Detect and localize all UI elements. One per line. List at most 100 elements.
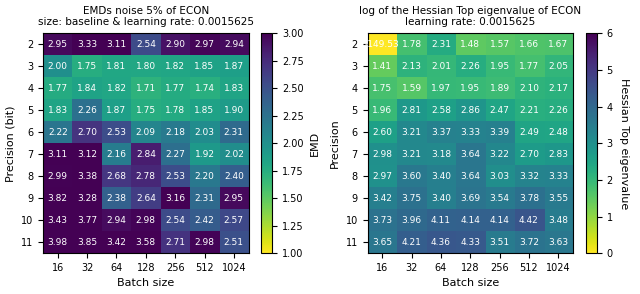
Text: 2.22: 2.22: [48, 128, 68, 137]
Text: 2.20: 2.20: [195, 172, 214, 181]
Text: 3.96: 3.96: [401, 216, 422, 225]
Text: 1.96: 1.96: [372, 106, 392, 115]
Text: 3.98: 3.98: [48, 238, 68, 247]
Text: 1.87: 1.87: [106, 106, 127, 115]
Text: 2.90: 2.90: [165, 40, 185, 49]
Text: 1.78: 1.78: [401, 40, 422, 49]
Text: 2.10: 2.10: [519, 84, 539, 93]
Text: 2.60: 2.60: [372, 128, 392, 137]
Text: 3.18: 3.18: [431, 150, 451, 159]
Text: 2.00: 2.00: [48, 62, 68, 71]
Text: 3.65: 3.65: [372, 238, 392, 247]
Text: 3.78: 3.78: [519, 194, 539, 203]
Text: 1.85: 1.85: [195, 106, 214, 115]
Text: 1.77: 1.77: [519, 62, 539, 71]
Text: 2.18: 2.18: [165, 128, 185, 137]
Text: -149.53: -149.53: [365, 40, 399, 49]
Text: 2.97: 2.97: [195, 40, 214, 49]
Text: 2.81: 2.81: [401, 106, 422, 115]
Text: 3.75: 3.75: [401, 194, 422, 203]
Text: 1.83: 1.83: [224, 84, 244, 93]
Text: 2.70: 2.70: [77, 128, 97, 137]
Text: 3.12: 3.12: [77, 150, 97, 159]
Text: 2.83: 2.83: [548, 150, 568, 159]
Text: 1.95: 1.95: [460, 84, 480, 93]
Text: 3.51: 3.51: [490, 238, 509, 247]
Text: 2.64: 2.64: [136, 194, 156, 203]
Text: 1.75: 1.75: [77, 62, 97, 71]
Text: 2.86: 2.86: [460, 106, 480, 115]
Text: 3.22: 3.22: [490, 150, 509, 159]
Text: 4.33: 4.33: [460, 238, 480, 247]
Text: 3.42: 3.42: [372, 194, 392, 203]
Title: EMDs noise 5% of ECON
size: baseline & learning rate: 0.0015625: EMDs noise 5% of ECON size: baseline & l…: [38, 6, 254, 27]
Text: 3.58: 3.58: [136, 238, 156, 247]
Text: 2.97: 2.97: [372, 172, 392, 181]
Text: 3.54: 3.54: [490, 194, 509, 203]
Text: 4.11: 4.11: [431, 216, 451, 225]
Text: 3.28: 3.28: [77, 194, 97, 203]
Text: 2.94: 2.94: [106, 216, 126, 225]
Text: 1.87: 1.87: [224, 62, 244, 71]
Text: 2.38: 2.38: [106, 194, 127, 203]
Text: 2.26: 2.26: [548, 106, 568, 115]
Text: 3.32: 3.32: [519, 172, 539, 181]
Text: 2.71: 2.71: [165, 238, 185, 247]
Text: 2.49: 2.49: [519, 128, 539, 137]
Text: 1.82: 1.82: [106, 84, 127, 93]
Text: 2.13: 2.13: [401, 62, 422, 71]
Text: 3.63: 3.63: [548, 238, 568, 247]
Text: 2.03: 2.03: [195, 128, 214, 137]
Text: 2.58: 2.58: [431, 106, 451, 115]
Text: 3.72: 3.72: [519, 238, 539, 247]
Text: 2.78: 2.78: [136, 172, 156, 181]
Text: 3.33: 3.33: [77, 40, 97, 49]
Y-axis label: Precision (bit): Precision (bit): [6, 105, 15, 182]
Text: 3.11: 3.11: [48, 150, 68, 159]
Text: 2.51: 2.51: [224, 238, 244, 247]
Text: 3.64: 3.64: [460, 150, 480, 159]
Text: 3.21: 3.21: [401, 150, 422, 159]
Text: 1.92: 1.92: [195, 150, 214, 159]
Text: 3.85: 3.85: [77, 238, 97, 247]
Text: 1.81: 1.81: [106, 62, 127, 71]
Y-axis label: Precision: Precision: [330, 118, 340, 168]
Text: 3.43: 3.43: [48, 216, 68, 225]
Text: 2.05: 2.05: [548, 62, 568, 71]
Text: 2.84: 2.84: [136, 150, 156, 159]
Text: 1.89: 1.89: [490, 84, 509, 93]
Text: 2.40: 2.40: [224, 172, 244, 181]
Text: 2.48: 2.48: [548, 128, 568, 137]
Text: 1.83: 1.83: [48, 106, 68, 115]
Text: 2.99: 2.99: [48, 172, 68, 181]
Text: 2.54: 2.54: [136, 40, 156, 49]
Text: 2.70: 2.70: [519, 150, 539, 159]
Text: 2.21: 2.21: [519, 106, 539, 115]
Text: 2.01: 2.01: [431, 62, 451, 71]
Text: 2.95: 2.95: [224, 194, 244, 203]
Y-axis label: Hessian Top eigenvalue: Hessian Top eigenvalue: [620, 78, 629, 209]
Text: 3.55: 3.55: [548, 194, 568, 203]
Text: 1.75: 1.75: [136, 106, 156, 115]
Text: 1.82: 1.82: [165, 62, 185, 71]
Text: 2.26: 2.26: [77, 106, 97, 115]
Text: 2.57: 2.57: [224, 216, 244, 225]
Text: 3.64: 3.64: [460, 172, 480, 181]
Text: 3.39: 3.39: [490, 128, 509, 137]
Text: 1.74: 1.74: [195, 84, 214, 93]
Text: 1.41: 1.41: [372, 62, 392, 71]
Text: 3.77: 3.77: [77, 216, 97, 225]
Y-axis label: EMD: EMD: [309, 131, 319, 156]
Text: 1.59: 1.59: [401, 84, 422, 93]
Text: 2.42: 2.42: [195, 216, 214, 225]
Text: 1.77: 1.77: [48, 84, 68, 93]
Text: 2.31: 2.31: [224, 128, 244, 137]
Text: 1.95: 1.95: [490, 62, 509, 71]
Text: 4.21: 4.21: [401, 238, 422, 247]
Text: 2.09: 2.09: [136, 128, 156, 137]
Text: 2.02: 2.02: [224, 150, 244, 159]
Text: 2.53: 2.53: [165, 172, 185, 181]
Text: 2.54: 2.54: [165, 216, 185, 225]
Text: 2.47: 2.47: [490, 106, 509, 115]
Text: 3.37: 3.37: [431, 128, 451, 137]
